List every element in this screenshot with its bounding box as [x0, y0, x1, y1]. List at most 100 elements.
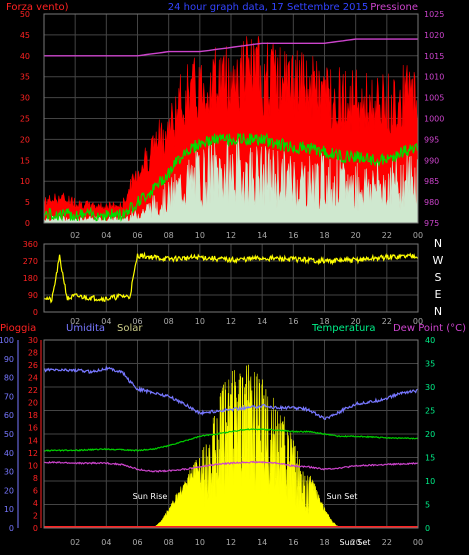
temperature-y-tick-label: 30	[425, 383, 435, 392]
x-tick-label: 16	[288, 317, 298, 326]
wind-y-tick-label: 20	[20, 135, 30, 144]
direction-plot-frame	[43, 243, 419, 313]
x-tick-label: 14	[257, 317, 267, 326]
temperature-y-tick-label: 10	[425, 477, 435, 486]
x-tick-label: 22	[382, 538, 392, 547]
rain-y-tick-label: 22	[28, 386, 38, 395]
pressure-y-tick-label: 1020	[424, 31, 444, 40]
x-tick-label: 10	[195, 231, 205, 240]
direction-y-tick-label: 90	[28, 291, 38, 300]
direction-label-n-top: N	[434, 237, 442, 250]
x-tick-label: 02	[70, 538, 80, 547]
average-series	[43, 132, 419, 223]
wind-y-tick-label: 15	[20, 156, 30, 165]
temperature-axis-label: Temperatura	[311, 323, 376, 334]
x-tick-label: 02	[70, 317, 80, 326]
sunrise-annotation: Sun Rise	[133, 492, 168, 501]
rain-y-tick-label: 30	[28, 336, 38, 345]
direction-label-n-bottom: N	[434, 305, 442, 318]
pressure-y-tick-label: 995	[424, 135, 439, 144]
rain-y-tick-label: 18	[28, 411, 38, 420]
wind-y-tick-label: 45	[20, 31, 30, 40]
wind-y-tick-label: 30	[20, 94, 30, 103]
solar-series	[152, 364, 341, 529]
x-tick-label: 12	[226, 317, 236, 326]
temperature-y-tick-label: 15	[425, 454, 435, 463]
x-tick-label: 04	[101, 538, 111, 547]
humidity-y-tick-label: 90	[4, 355, 14, 364]
x-tick-label: 00	[413, 538, 423, 547]
pressure-series	[44, 38, 418, 57]
rain-y-tick-label: 2	[33, 511, 38, 520]
humidity-y-tick-label: 70	[4, 392, 14, 401]
direction-label-e: E	[435, 288, 442, 301]
wind-chart-title: 24 hour graph data, 17 Settembre 2015	[168, 2, 368, 13]
humidity-y-tick-label: 40	[4, 449, 14, 458]
x-tick-label: 18	[319, 317, 329, 326]
humidity-y-tick-label: 100	[0, 336, 14, 345]
rain-y-tick-label: 0	[33, 524, 38, 533]
wind-y-tick-label: 25	[20, 115, 30, 124]
sunset-annotation-bottom: Sun Set	[340, 538, 371, 547]
humidity-series	[43, 364, 419, 420]
rain-y-tick-label: 10	[28, 461, 38, 470]
dewpoint-axis-label: Dew Point (°C)	[393, 323, 466, 334]
humidity-y-tick-label: 80	[4, 374, 14, 383]
x-tick-label: 12	[226, 538, 236, 547]
solar-axis-label: Solar	[117, 323, 143, 334]
x-tick-label: 08	[164, 231, 174, 240]
temperature-y-tick-label: 40	[425, 336, 435, 345]
wind-y-tick-label: 5	[25, 198, 30, 207]
rain-y-tick-label: 4	[33, 499, 38, 508]
x-tick-label: 20	[351, 317, 361, 326]
x-tick-label: 08	[164, 538, 174, 547]
wind-plot-frame	[43, 13, 419, 224]
temperature-y-tick-label: 5	[425, 501, 430, 510]
x-tick-label: 00	[413, 231, 423, 240]
temperature-series	[43, 427, 419, 452]
rain-axis-label: Pioggia	[0, 323, 36, 334]
rain-y-tick-label: 24	[28, 374, 38, 383]
rain-y-tick-label: 20	[28, 399, 38, 408]
x-tick-label: 10	[195, 538, 205, 547]
direction-series	[43, 251, 419, 304]
x-tick-label: 06	[132, 231, 142, 240]
x-tick-label: 04	[101, 317, 111, 326]
x-tick-label: 10	[195, 317, 205, 326]
rain-y-tick-label: 6	[33, 486, 38, 495]
x-tick-label: 20	[351, 538, 361, 547]
direction-y-tick-label: 0	[33, 308, 38, 317]
x-tick-label: 04	[101, 231, 111, 240]
temperature-y-tick-label: 0	[425, 524, 430, 533]
dewpoint-series	[43, 460, 419, 473]
x-tick-label: 06	[132, 317, 142, 326]
x-tick-label: 20	[351, 231, 361, 240]
humidity-y-tick-label: 0	[9, 524, 14, 533]
pressure-y-tick-label: 1000	[424, 115, 444, 124]
sunset-annotation: Sun Set	[327, 492, 358, 501]
x-tick-label: 18	[319, 538, 329, 547]
temperature-y-tick-label: 25	[425, 407, 435, 416]
humidity-axis-label: Umidita	[66, 323, 105, 334]
pressure-y-tick-label: 1005	[424, 94, 444, 103]
rain-y-tick-label: 8	[33, 474, 38, 483]
humidity-y-tick-label: 10	[4, 505, 14, 514]
x-tick-label: 14	[257, 231, 267, 240]
rain-y-tick-label: 28	[28, 349, 38, 358]
x-tick-label: 18	[319, 231, 329, 240]
weather-series	[43, 364, 419, 529]
direction-label-s: S	[435, 271, 442, 284]
wind-axis-label: Forza vento)	[6, 2, 69, 13]
direction-y-tick-label: 360	[23, 240, 38, 249]
x-tick-label: 00	[413, 317, 423, 326]
pressure-axis-label: Pressione	[370, 2, 418, 13]
temperature-y-tick-label: 20	[425, 430, 435, 439]
wind-y-tick-label: 35	[20, 73, 30, 82]
humidity-y-tick-label: 60	[4, 411, 14, 420]
x-tick-label: 06	[132, 538, 142, 547]
direction-series	[43, 251, 419, 304]
x-tick-label: 02	[70, 231, 80, 240]
wind-y-tick-label: 10	[20, 177, 30, 186]
wind-y-tick-label: 0	[25, 219, 30, 228]
wind-y-tick-label: 50	[20, 10, 30, 19]
